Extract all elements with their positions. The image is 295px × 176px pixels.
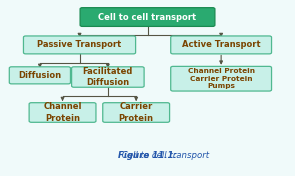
Text: Cell to cell transport: Cell to cell transport xyxy=(99,12,196,21)
Text: Facilitated
Diffusion: Facilitated Diffusion xyxy=(83,67,133,87)
Text: Active Transport: Active Transport xyxy=(182,40,260,49)
FancyBboxPatch shape xyxy=(29,103,96,122)
Text: Cell to cell transport: Cell to cell transport xyxy=(86,151,209,160)
FancyBboxPatch shape xyxy=(72,67,144,87)
FancyBboxPatch shape xyxy=(171,66,271,91)
Text: Channel Protein
Carrier Protein
Pumps: Channel Protein Carrier Protein Pumps xyxy=(188,68,255,89)
FancyBboxPatch shape xyxy=(24,36,136,54)
Text: Figure 11.1:: Figure 11.1: xyxy=(118,151,177,160)
FancyBboxPatch shape xyxy=(171,36,271,54)
Text: Diffusion: Diffusion xyxy=(18,71,61,80)
FancyBboxPatch shape xyxy=(103,103,170,122)
Text: Passive Transport: Passive Transport xyxy=(37,40,122,49)
Text: Channel
Protein: Channel Protein xyxy=(43,102,82,122)
FancyBboxPatch shape xyxy=(9,67,71,84)
FancyBboxPatch shape xyxy=(80,8,215,26)
Text: Carrier
Protein: Carrier Protein xyxy=(119,102,154,122)
